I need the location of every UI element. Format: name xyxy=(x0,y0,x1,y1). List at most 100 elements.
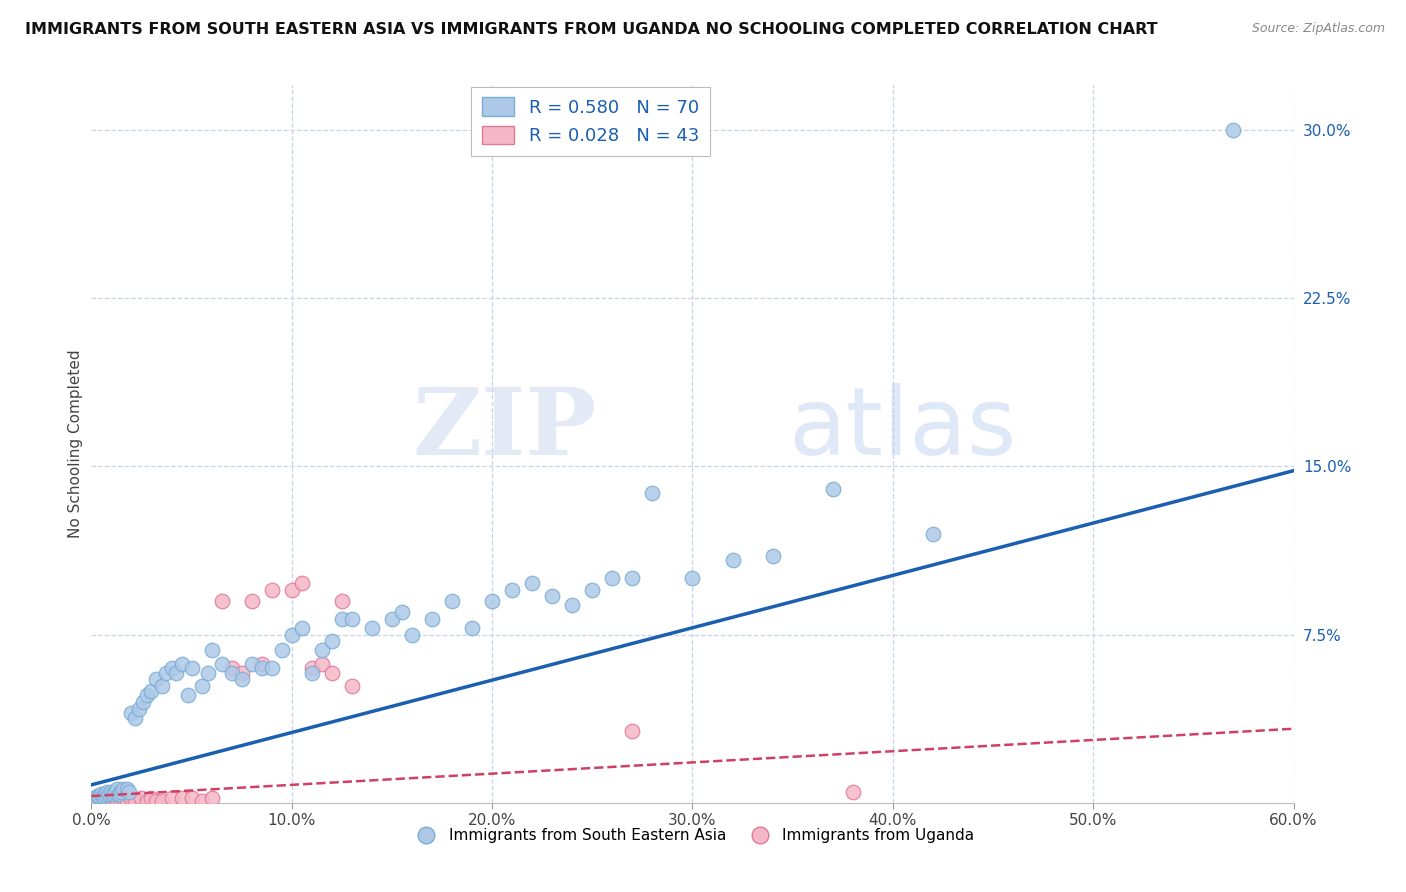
Point xyxy=(94,787,117,801)
Point xyxy=(141,791,163,805)
Point xyxy=(340,612,363,626)
Text: atlas: atlas xyxy=(789,384,1017,475)
Point xyxy=(117,793,139,807)
Point xyxy=(136,793,159,807)
Point xyxy=(145,673,167,687)
Point xyxy=(197,665,219,680)
Point xyxy=(291,575,314,590)
Point xyxy=(96,793,118,807)
Point xyxy=(1222,122,1244,136)
Point xyxy=(89,793,111,807)
Point xyxy=(89,789,111,803)
Point xyxy=(180,791,202,805)
Point xyxy=(461,621,484,635)
Point xyxy=(103,787,125,801)
Point xyxy=(360,621,382,635)
Point xyxy=(145,793,167,807)
Point xyxy=(231,673,253,687)
Point xyxy=(110,784,132,798)
Point xyxy=(82,793,104,807)
Y-axis label: No Schooling Completed: No Schooling Completed xyxy=(67,350,83,538)
Point xyxy=(841,784,863,798)
Point xyxy=(381,612,404,626)
Point xyxy=(762,549,785,563)
Point xyxy=(240,594,263,608)
Point xyxy=(121,706,143,720)
Point xyxy=(84,793,107,807)
Point xyxy=(821,482,844,496)
Point xyxy=(86,793,108,807)
Point xyxy=(94,793,117,807)
Point xyxy=(150,793,173,807)
Point xyxy=(330,612,353,626)
Point xyxy=(240,657,263,671)
Point xyxy=(481,594,503,608)
Point xyxy=(190,679,212,693)
Point xyxy=(561,599,583,613)
Point xyxy=(96,784,118,798)
Point xyxy=(104,784,127,798)
Point xyxy=(301,661,323,675)
Point xyxy=(170,657,193,671)
Point xyxy=(311,657,333,671)
Point xyxy=(165,665,187,680)
Point xyxy=(124,710,146,724)
Point xyxy=(84,791,107,805)
Point xyxy=(281,627,304,641)
Point xyxy=(150,679,173,693)
Point xyxy=(117,782,139,797)
Text: IMMIGRANTS FROM SOUTH EASTERN ASIA VS IMMIGRANTS FROM UGANDA NO SCHOOLING COMPLE: IMMIGRANTS FROM SOUTH EASTERN ASIA VS IM… xyxy=(25,22,1159,37)
Point xyxy=(321,665,343,680)
Point xyxy=(221,661,243,675)
Point xyxy=(104,791,127,805)
Point xyxy=(211,594,233,608)
Point xyxy=(681,571,703,585)
Legend: Immigrants from South Eastern Asia, Immigrants from Uganda: Immigrants from South Eastern Asia, Immi… xyxy=(405,822,980,849)
Point xyxy=(110,793,132,807)
Point xyxy=(201,791,224,805)
Point xyxy=(90,787,112,801)
Point xyxy=(321,634,343,648)
Point xyxy=(131,791,153,805)
Point xyxy=(124,793,146,807)
Point xyxy=(108,787,131,801)
Point xyxy=(103,793,125,807)
Point xyxy=(90,793,112,807)
Point xyxy=(340,679,363,693)
Point xyxy=(260,582,283,597)
Point xyxy=(98,787,121,801)
Point xyxy=(93,789,115,803)
Point xyxy=(155,665,177,680)
Point xyxy=(221,665,243,680)
Point xyxy=(112,791,135,805)
Point xyxy=(118,784,141,798)
Point xyxy=(250,661,273,675)
Point xyxy=(621,571,644,585)
Point xyxy=(581,582,603,597)
Point xyxy=(440,594,463,608)
Point xyxy=(260,661,283,675)
Point xyxy=(180,661,202,675)
Point xyxy=(621,724,644,739)
Point xyxy=(401,627,423,641)
Point xyxy=(132,695,155,709)
Point xyxy=(641,486,664,500)
Point xyxy=(541,590,564,604)
Point xyxy=(250,657,273,671)
Point xyxy=(112,782,135,797)
Point xyxy=(311,643,333,657)
Point xyxy=(270,643,292,657)
Point xyxy=(211,657,233,671)
Point xyxy=(160,791,183,805)
Point xyxy=(160,661,183,675)
Text: ZIP: ZIP xyxy=(412,384,596,475)
Point xyxy=(602,571,624,585)
Point xyxy=(190,793,212,807)
Point xyxy=(391,605,413,619)
Point xyxy=(128,701,150,715)
Point xyxy=(121,791,143,805)
Point xyxy=(141,683,163,698)
Point xyxy=(136,688,159,702)
Point xyxy=(721,553,744,567)
Point xyxy=(100,793,122,807)
